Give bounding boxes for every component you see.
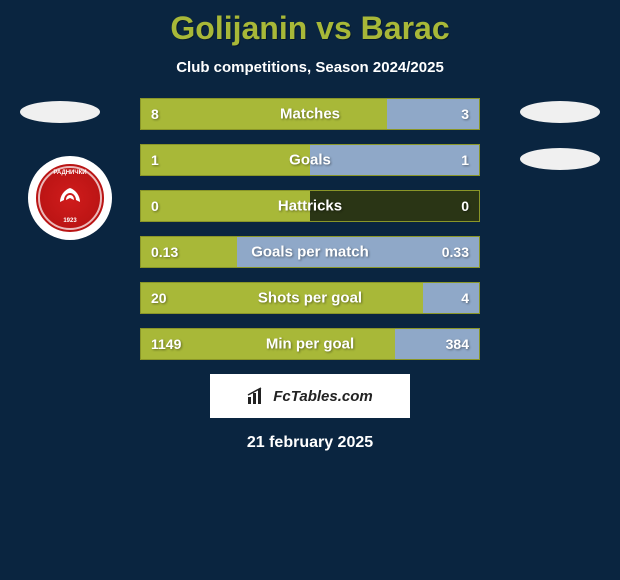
bar-label: Shots per goal xyxy=(258,290,362,307)
bar-right-value: 0.33 xyxy=(442,244,469,260)
eagle-icon xyxy=(54,182,86,214)
bar-row: 0.13 0.33 Goals per match xyxy=(140,236,480,268)
bar-label: Goals xyxy=(289,152,331,169)
bar-right-value: 3 xyxy=(461,106,469,122)
player-right-badge-placeholder xyxy=(520,101,600,123)
bar-row: 1149 384 Min per goal xyxy=(140,328,480,360)
bar-label: Goals per match xyxy=(251,244,369,261)
bar-left-value: 1149 xyxy=(151,336,181,352)
bar-left-fill xyxy=(141,99,387,129)
bar-right-value: 384 xyxy=(446,336,469,352)
club-logo-top-text: РАДНИЧКИ xyxy=(53,170,86,176)
club-logo-inner: РАДНИЧКИ 1923 xyxy=(33,161,107,235)
bar-left-value: 0.13 xyxy=(151,244,178,260)
bar-right-fill xyxy=(310,145,479,175)
bar-label: Min per goal xyxy=(266,336,354,353)
bar-label: Matches xyxy=(280,106,340,123)
footer-brand-badge: FcTables.com xyxy=(210,374,410,418)
bar-row: 1 1 Goals xyxy=(140,144,480,176)
bar-left-value: 20 xyxy=(151,290,167,306)
bar-label: Hattricks xyxy=(278,198,342,215)
club-logo: РАДНИЧКИ 1923 xyxy=(28,156,112,240)
bar-left-value: 0 xyxy=(151,198,159,214)
bar-row: 20 4 Shots per goal xyxy=(140,282,480,314)
bar-left-value: 8 xyxy=(151,106,159,122)
bar-right-fill xyxy=(423,283,479,313)
player-right-badge-placeholder-2 xyxy=(520,148,600,170)
bar-chart-icon xyxy=(247,387,267,405)
bar-left-value: 1 xyxy=(151,152,159,168)
page-title: Golijanin vs Barac xyxy=(0,0,620,47)
bar-right-value: 1 xyxy=(461,152,469,168)
page-subtitle: Club competitions, Season 2024/2025 xyxy=(0,59,620,76)
comparison-bars: 8 3 Matches 1 1 Goals 0 0 Hattricks 0.13 0.33 Goals… xyxy=(140,96,480,360)
bar-row: 8 3 Matches xyxy=(140,98,480,130)
bar-right-value: 4 xyxy=(461,290,469,306)
bar-row: 0 0 Hattricks xyxy=(140,190,480,222)
club-logo-year: 1923 xyxy=(63,218,76,224)
bar-right-value: 0 xyxy=(461,198,469,214)
player-left-badge-placeholder xyxy=(20,101,100,123)
page-date: 21 february 2025 xyxy=(0,434,620,452)
bar-left-fill xyxy=(141,145,310,175)
footer-brand-text: FcTables.com xyxy=(273,388,372,405)
comparison-content: РАДНИЧКИ 1923 8 3 Matches 1 1 Goals 0 0 Hattrick… xyxy=(0,96,620,360)
